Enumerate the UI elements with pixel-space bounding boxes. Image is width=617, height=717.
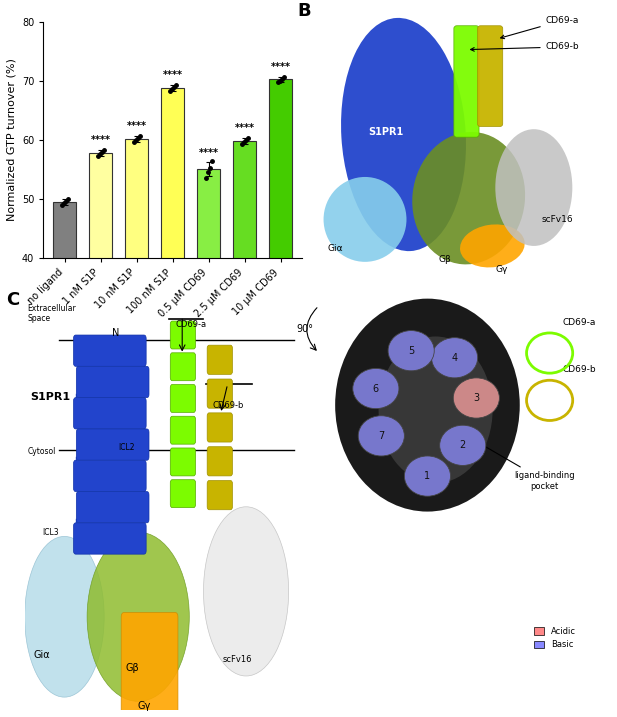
Text: N: N bbox=[112, 328, 119, 338]
FancyBboxPatch shape bbox=[121, 612, 178, 714]
Bar bbox=[53, 202, 77, 495]
Text: Gβ: Gβ bbox=[439, 255, 452, 264]
Text: 3: 3 bbox=[473, 393, 479, 403]
FancyBboxPatch shape bbox=[207, 345, 233, 374]
Text: ****: **** bbox=[199, 148, 219, 158]
Bar bbox=[89, 153, 112, 495]
Text: S1PR1: S1PR1 bbox=[30, 391, 70, 402]
FancyBboxPatch shape bbox=[207, 413, 233, 442]
FancyBboxPatch shape bbox=[207, 480, 233, 510]
Legend: Acidic, Basic: Acidic, Basic bbox=[531, 624, 579, 652]
Text: C: C bbox=[98, 435, 104, 444]
Text: 7: 7 bbox=[378, 431, 384, 441]
Text: ICL3: ICL3 bbox=[42, 528, 59, 536]
Text: 2: 2 bbox=[460, 440, 466, 450]
FancyBboxPatch shape bbox=[77, 492, 149, 523]
FancyBboxPatch shape bbox=[73, 460, 146, 492]
Text: CD69-b: CD69-b bbox=[471, 42, 579, 52]
Ellipse shape bbox=[460, 224, 524, 267]
Bar bbox=[125, 138, 149, 495]
FancyBboxPatch shape bbox=[207, 447, 233, 476]
Circle shape bbox=[388, 331, 434, 371]
Text: Giα: Giα bbox=[33, 650, 50, 660]
Text: CD69-a: CD69-a bbox=[563, 318, 596, 327]
Text: ****: **** bbox=[91, 135, 111, 145]
Bar bbox=[233, 141, 257, 495]
Ellipse shape bbox=[412, 132, 525, 265]
Ellipse shape bbox=[341, 18, 466, 251]
Bar bbox=[197, 169, 220, 495]
Text: C: C bbox=[6, 291, 19, 309]
FancyBboxPatch shape bbox=[170, 384, 196, 412]
Text: S1PR1: S1PR1 bbox=[368, 127, 404, 137]
Circle shape bbox=[431, 338, 478, 378]
FancyBboxPatch shape bbox=[478, 26, 503, 126]
Text: CD69-a: CD69-a bbox=[175, 320, 206, 329]
FancyBboxPatch shape bbox=[170, 448, 196, 476]
Text: ligand-binding
pocket: ligand-binding pocket bbox=[466, 435, 574, 490]
FancyBboxPatch shape bbox=[73, 335, 146, 366]
Text: scFv16: scFv16 bbox=[542, 215, 573, 224]
Text: 1: 1 bbox=[424, 471, 431, 481]
Circle shape bbox=[358, 416, 404, 456]
Ellipse shape bbox=[379, 336, 492, 483]
Text: Giα: Giα bbox=[328, 244, 343, 253]
FancyBboxPatch shape bbox=[170, 321, 196, 349]
Text: Gγ: Gγ bbox=[137, 701, 151, 711]
Text: scFv16: scFv16 bbox=[223, 655, 252, 663]
FancyBboxPatch shape bbox=[77, 429, 149, 460]
Text: Gβ: Gβ bbox=[126, 663, 139, 673]
Text: ****: **** bbox=[234, 123, 255, 133]
Text: CD69-b: CD69-b bbox=[212, 401, 243, 409]
Circle shape bbox=[440, 425, 486, 465]
Circle shape bbox=[404, 456, 450, 496]
Text: ****: **** bbox=[163, 70, 183, 80]
Text: B: B bbox=[297, 2, 310, 20]
Text: Gγ: Gγ bbox=[495, 265, 507, 275]
FancyBboxPatch shape bbox=[170, 417, 196, 444]
Ellipse shape bbox=[335, 298, 520, 512]
Ellipse shape bbox=[25, 536, 104, 697]
Ellipse shape bbox=[323, 177, 407, 262]
FancyBboxPatch shape bbox=[73, 523, 146, 554]
Ellipse shape bbox=[495, 129, 573, 246]
Text: 90°: 90° bbox=[297, 324, 314, 334]
Text: ICL2: ICL2 bbox=[118, 443, 135, 452]
Text: 4: 4 bbox=[452, 353, 458, 363]
Text: Extracellular
Space: Extracellular Space bbox=[28, 304, 77, 323]
FancyBboxPatch shape bbox=[207, 379, 233, 408]
Circle shape bbox=[353, 369, 399, 409]
Text: CD69-a: CD69-a bbox=[500, 16, 579, 39]
Bar bbox=[161, 87, 184, 495]
FancyBboxPatch shape bbox=[170, 480, 196, 508]
Ellipse shape bbox=[204, 507, 289, 676]
Y-axis label: Normalized GTP turnover (%): Normalized GTP turnover (%) bbox=[6, 58, 16, 222]
FancyBboxPatch shape bbox=[77, 366, 149, 398]
Text: ****: **** bbox=[271, 62, 291, 72]
Ellipse shape bbox=[87, 532, 189, 701]
FancyBboxPatch shape bbox=[170, 353, 196, 381]
Text: Cytosol: Cytosol bbox=[28, 447, 56, 456]
Text: 5: 5 bbox=[408, 346, 414, 356]
Text: 6: 6 bbox=[373, 384, 379, 394]
FancyBboxPatch shape bbox=[454, 26, 479, 137]
Circle shape bbox=[453, 378, 499, 418]
Text: ****: **** bbox=[126, 121, 147, 131]
FancyBboxPatch shape bbox=[73, 398, 146, 429]
Text: CD69-b: CD69-b bbox=[563, 365, 596, 374]
Bar bbox=[269, 80, 292, 495]
